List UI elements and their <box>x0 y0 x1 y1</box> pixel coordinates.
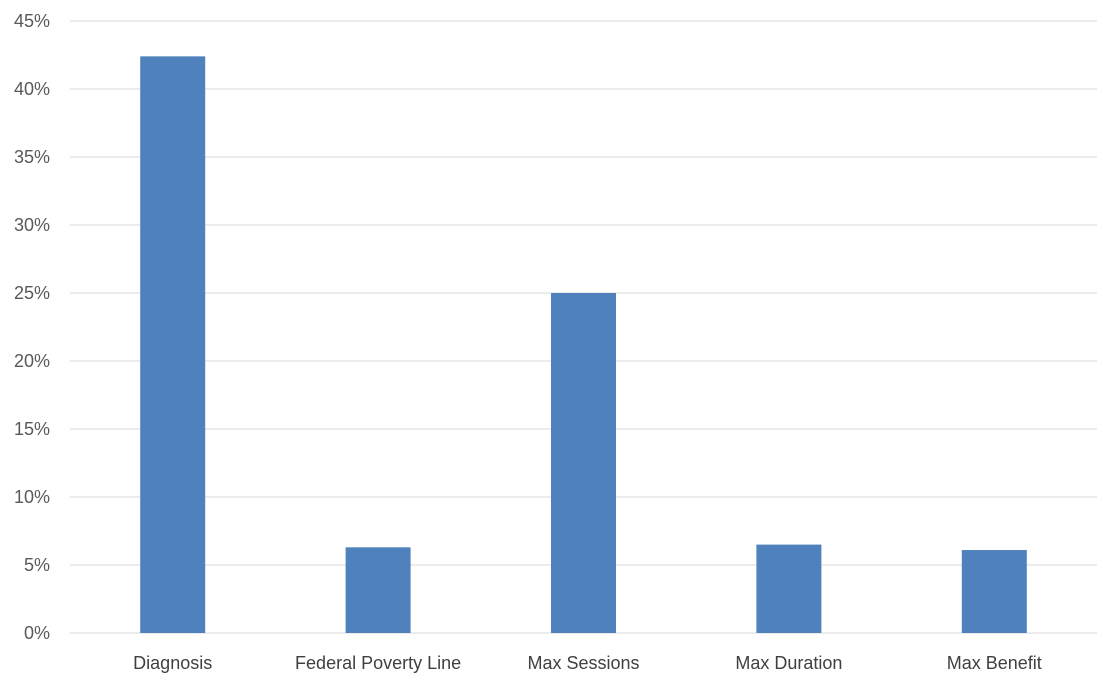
y-tick-label: 0% <box>24 623 50 643</box>
y-tick-label: 40% <box>14 79 50 99</box>
bar-max-duration <box>756 544 822 633</box>
y-tick-label: 30% <box>14 215 50 235</box>
x-category-label: Federal Poverty Line <box>295 653 461 673</box>
x-category-label: Max Duration <box>735 653 842 673</box>
bar-max-sessions <box>551 293 616 633</box>
y-tick-label: 5% <box>24 555 50 575</box>
y-tick-label: 25% <box>14 283 50 303</box>
y-tick-label: 15% <box>14 419 50 439</box>
x-category-label: Diagnosis <box>133 653 212 673</box>
bars <box>140 56 1027 634</box>
y-tick-label: 10% <box>14 487 50 507</box>
x-category-label: Max Sessions <box>527 653 639 673</box>
y-axis-ticks: 0% 5% 10% 15% 20% 25% 30% 35% 40% 45% <box>14 11 50 643</box>
y-tick-label: 20% <box>14 351 50 371</box>
y-tick-label: 35% <box>14 147 50 167</box>
x-axis-labels: Diagnosis Federal Poverty Line Max Session… <box>133 653 1042 673</box>
bar-max-benefit <box>961 550 1027 633</box>
y-tick-label: 45% <box>14 11 50 31</box>
bar-diagnosis <box>140 56 206 634</box>
bar-federal-poverty-line <box>345 547 411 633</box>
x-category-label: Max Benefit <box>947 653 1042 673</box>
